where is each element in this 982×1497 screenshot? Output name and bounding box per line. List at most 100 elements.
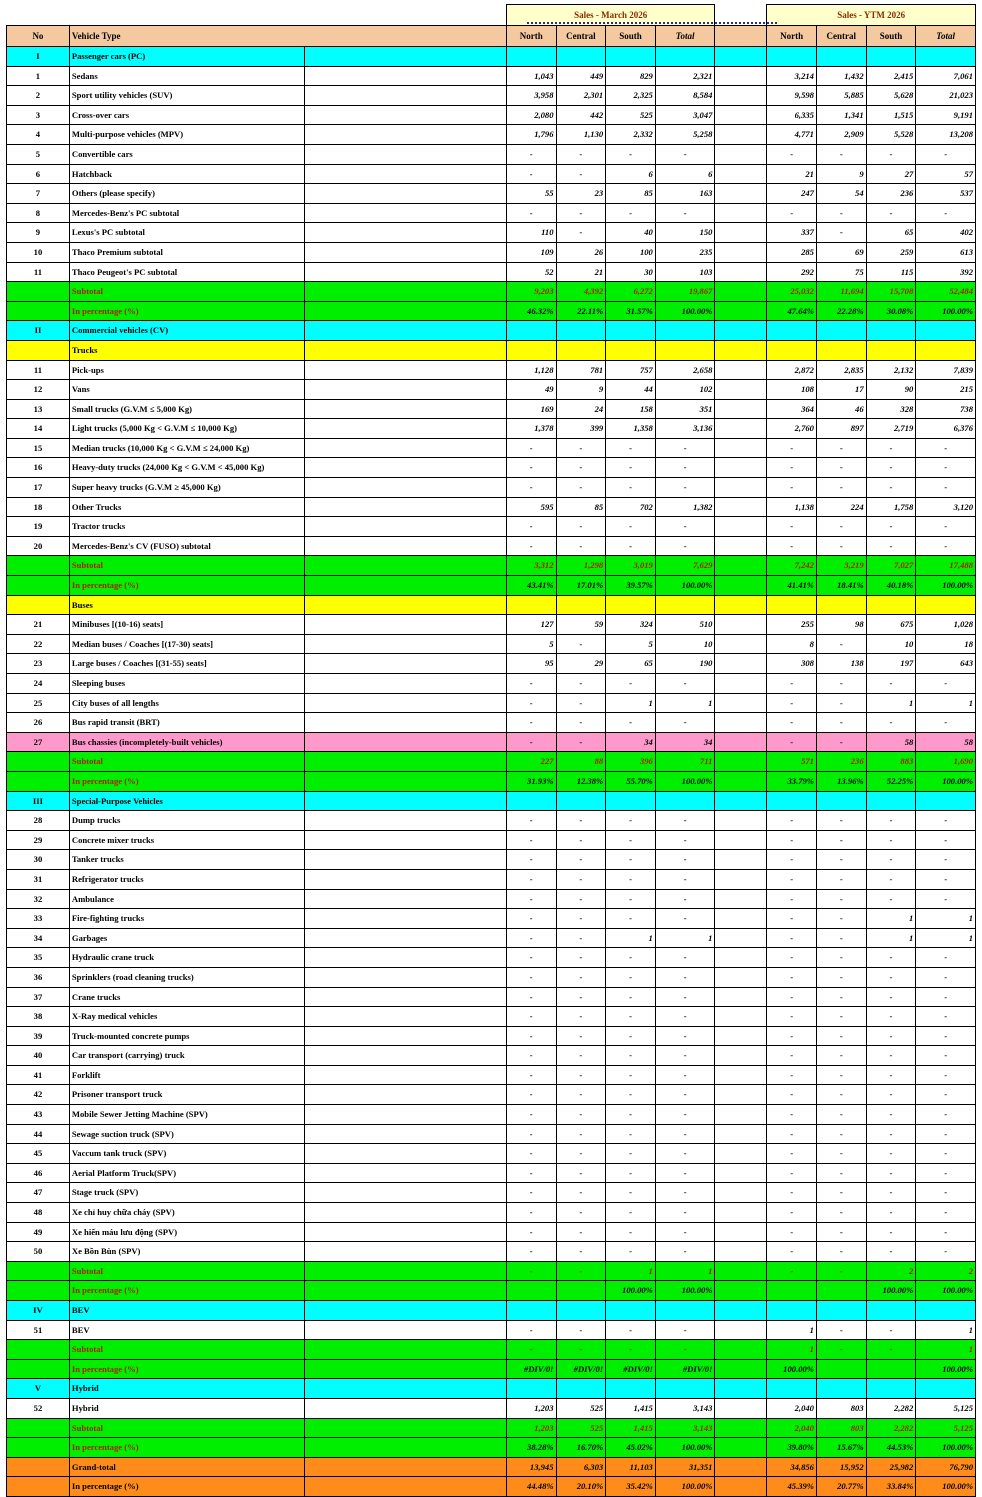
cell-march-total: - [654,908,716,929]
table-row: 10 Thaco Premium subtotal 109 26 100 235 285 69… [6,241,976,263]
row-spacer [303,849,507,870]
subtotal-row: Subtotal - - - -1- -1 [6,1339,976,1360]
cell-ytm-south: - [865,202,917,224]
section-title: Passenger cars (PC) [68,46,305,67]
cell-ytm-north: 285 [766,241,817,263]
grand-march-central: 20.10% [555,1476,607,1497]
cell-march-total: 1,382 [654,496,716,518]
cell-ytm-south: 65 [865,222,917,243]
grand-total-number [6,1456,70,1478]
cell-ytm-central: 138 [815,653,867,674]
cell-ytm-south: 10 [865,633,917,655]
row-vehicle-type: Prisoner transport truck [68,1084,305,1106]
cell-ytm-south: - [865,1241,917,1262]
cell-ytm-south: - [865,1025,917,1047]
cell-march-south: - [605,437,656,459]
cell-march-north: - [505,202,557,224]
cell-ytm-total: 392 [915,261,976,283]
cell-march-central: 2,301 [555,85,607,106]
row-spacer [303,261,507,283]
cell-march-south: 829 [605,65,656,87]
cell-ytm-total: - [915,1221,976,1243]
cell-ytm-south: 2,132 [865,359,917,381]
cell-ytm-south: 675 [865,614,917,635]
row-spacer [303,1182,507,1204]
section-ytm-cell [865,320,917,341]
cell-ytm-north: - [766,927,817,949]
cell-ytm-total: - [915,1143,976,1164]
cell-march-central: - [555,888,607,910]
cell-ytm-south: 2,719 [865,418,917,439]
row-vehicle-type: Hatchback [68,163,305,185]
subtotal-ytm-total: 17,488 [915,555,976,577]
cell-march-total: - [654,673,716,694]
row-vehicle-type: Mercedes-Benz's CV (FUSO) subtotal [68,535,305,557]
row-spacer [303,124,507,145]
cell-ytm-central: - [815,731,867,753]
subtotal-ytm-north: 33.79% [766,770,817,792]
subtotal-number [6,1280,70,1301]
cell-ytm-central: - [815,947,867,968]
cell-ytm-total: - [915,1064,976,1086]
subtotal-ytm-north: 39.80% [766,1437,817,1458]
row-spacer [303,535,507,557]
cell-march-total: - [654,986,716,1008]
cell-march-central: - [555,1319,607,1341]
gap-column [714,104,767,126]
cell-ytm-total: 1 [915,1319,976,1341]
row-spacer [303,1202,507,1223]
subtotal-ytm-total: 1 [915,1339,976,1360]
gap-column [714,1260,767,1282]
row-spacer [303,1162,507,1184]
table-row: 39 Truck-mounted concrete pumps - - - - - - - - [6,1025,976,1047]
section-march-cell [555,1300,607,1321]
cell-march-total: - [654,947,716,968]
cell-march-central: 449 [555,65,607,87]
subsection-ytm-cell [766,339,817,361]
cell-ytm-central: - [815,1064,867,1086]
table-row: 21 Minibuses [(10-16) seats] 127 59 324 510 25… [6,614,976,635]
row-number: 47 [6,1182,70,1204]
row-spacer [303,653,507,674]
gap-column [714,241,767,263]
subtotal-ytm-total: 1,690 [915,751,976,772]
subtotal-number [6,1437,70,1458]
cell-march-north: - [505,535,557,557]
cell-march-south: 30 [605,261,656,283]
cell-ytm-central: - [815,1319,867,1341]
percentage-row: In percentage (%) #DIV/0! #DIV/0! #DIV/0! #D… [6,1358,976,1380]
cell-march-total: 5,258 [654,124,716,145]
subtotal-row: Subtotal 3,312 1,298 3,019 7,629 7,242 3,219 7,… [6,555,976,577]
subtotal-spacer [303,770,507,792]
row-number: 18 [6,496,70,518]
cell-march-total: - [654,1182,716,1204]
cell-march-central: 9 [555,379,607,400]
gap-column [714,1280,767,1301]
subtotal-march-north: 227 [505,751,557,772]
gap-column [714,1084,767,1106]
row-number: 52 [6,1397,70,1419]
cell-march-north: - [505,1319,557,1341]
row-spacer [303,633,507,655]
row-vehicle-type: Thaco Peugeot's PC subtotal [68,261,305,283]
row-vehicle-type: Vaccum tank truck (SPV) [68,1143,305,1164]
cell-march-north: 1,128 [505,359,557,381]
gap-column [714,888,767,910]
cell-ytm-total: - [915,535,976,557]
gap-column-header [714,4,767,26]
row-spacer [303,908,507,929]
cell-march-south: - [605,908,656,929]
cell-ytm-central: 2,909 [815,124,867,145]
subtotal-march-central: 12.38% [555,770,607,792]
cell-ytm-south: - [865,673,917,694]
cell-march-north: - [505,810,557,831]
gap-column [714,398,767,420]
row-number: 11 [6,359,70,381]
cell-ytm-total: 13,208 [915,124,976,145]
subsection-march-cell [505,594,557,616]
cell-ytm-total: - [915,477,976,498]
cell-ytm-north: - [766,810,817,831]
row-spacer [303,222,507,243]
table-row: 49 Xe hiến máu lưu động (SPV) - - - - - - - - [6,1221,976,1243]
